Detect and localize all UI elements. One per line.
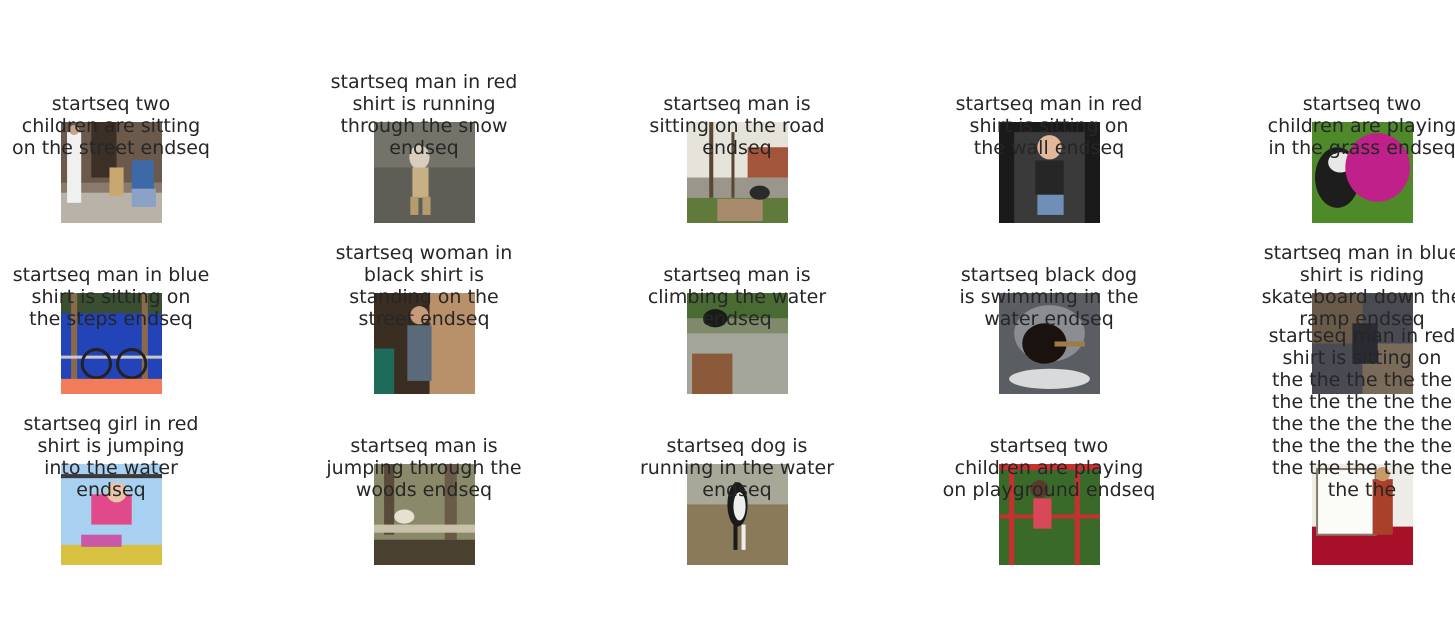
tile-7: startseq woman in black shirt is standin… xyxy=(294,223,554,394)
tile-10: startseq man in blue shirt is riding ska… xyxy=(1232,223,1455,394)
tile-caption: startseq girl in red shirt is jumping in… xyxy=(23,413,199,501)
tile-6: startseq man in blue shirt is sitting on… xyxy=(0,223,241,394)
tile-caption: startseq two children are sitting on the… xyxy=(12,93,210,159)
tile-14: startseq two children are playing on pla… xyxy=(919,394,1179,565)
tile-image xyxy=(687,122,788,223)
tile-image xyxy=(1312,293,1413,394)
tile-1: startseq two children are sitting on the… xyxy=(0,52,241,223)
tile-9: startseq black dog is swimming in the wa… xyxy=(919,223,1179,394)
tile-caption: startseq man is climbing the water endse… xyxy=(647,264,827,330)
tile-11: startseq girl in red shirt is jumping in… xyxy=(0,394,241,565)
tile-5: startseq two children are playing in the… xyxy=(1232,52,1455,223)
tile-caption: startseq dog is running in the water end… xyxy=(639,435,835,501)
tile-image xyxy=(687,464,788,565)
tile-image xyxy=(999,293,1100,394)
tile-caption: startseq man in blue shirt is sitting on… xyxy=(12,264,210,330)
tile-caption: startseq black dog is swimming in the wa… xyxy=(959,264,1139,330)
tile-caption: startseq man in blue shirt is riding ska… xyxy=(1261,242,1455,330)
tile-image xyxy=(61,464,162,565)
tile-caption: startseq man in red shirt is sitting on … xyxy=(1268,325,1455,501)
tile-4: startseq man in red shirt is sitting on … xyxy=(919,52,1179,223)
tile-caption: startseq man in red shirt is running thr… xyxy=(330,71,518,159)
tile-image xyxy=(61,293,162,394)
tile-caption: startseq two children are playing in the… xyxy=(1267,93,1455,159)
tile-image xyxy=(1312,122,1413,223)
tile-caption: startseq two children are playing on pla… xyxy=(942,435,1156,501)
tile-image xyxy=(61,122,162,223)
tile-13: startseq dog is running in the water end… xyxy=(607,394,867,565)
tile-image xyxy=(687,293,788,394)
tile-caption: startseq man is jumping through the wood… xyxy=(326,435,522,501)
tile-image xyxy=(374,293,475,394)
tile-15: startseq man in red shirt is sitting on … xyxy=(1232,325,1455,565)
tile-2: startseq man in red shirt is running thr… xyxy=(294,52,554,223)
tile-image xyxy=(999,122,1100,223)
tile-image xyxy=(1312,464,1413,565)
tile-caption: startseq man is sitting on the road ends… xyxy=(649,93,825,159)
tile-12: startseq man is jumping through the wood… xyxy=(294,394,554,565)
tile-8: startseq man is climbing the water endse… xyxy=(607,223,867,394)
tile-caption: startseq woman in black shirt is standin… xyxy=(335,242,513,330)
tile-caption: startseq man in red shirt is sitting on … xyxy=(955,93,1143,159)
tile-image xyxy=(374,464,475,565)
tile-image xyxy=(999,464,1100,565)
tile-image xyxy=(374,122,475,223)
tile-3: startseq man is sitting on the road ends… xyxy=(607,52,867,223)
